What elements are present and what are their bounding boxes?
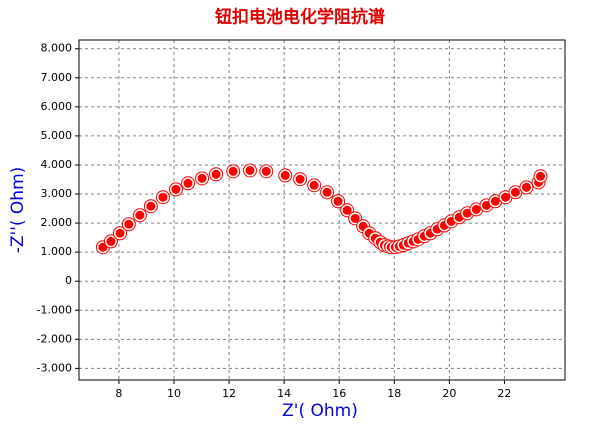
marker-ring [519,180,534,195]
y-tick-label: 3.000 [41,187,73,200]
marker [331,194,345,208]
marker-ring [533,169,548,184]
marker-ring [103,234,118,249]
marker-ring [348,211,363,226]
y-tick-label: 7.000 [41,71,73,84]
marker [195,171,209,185]
marker [122,217,136,231]
marker [226,164,240,178]
marker-ring [331,194,346,209]
marker-ring [340,203,355,218]
y-tick-label: 8.000 [41,42,73,55]
marker-ring [226,164,241,179]
marker-ring [168,182,183,197]
marker [508,185,522,199]
x-tick-label: 14 [277,387,291,400]
marker-ring [259,164,274,179]
x-tick-label: 20 [442,387,456,400]
marker-ring [143,199,158,214]
marker-ring [307,178,322,193]
marker [181,176,195,190]
x-tick-label: 18 [387,387,401,400]
marker [348,211,362,225]
marker [320,185,334,199]
y-tick-label: 1.000 [41,245,73,258]
y-tick-label: 2.000 [41,216,73,229]
x-tick-label: 8 [115,387,122,400]
marker-ring [278,168,293,183]
marker [209,167,223,181]
marker-ring [181,176,196,191]
marker [307,178,321,192]
marker [144,199,158,213]
marker-ring [121,217,136,232]
marker-ring [320,185,335,200]
marker [104,234,118,248]
marker [113,226,127,240]
marker-ring [155,190,170,205]
y-axis-label: -Z''( Ohm) [8,167,28,254]
marker [278,168,292,182]
y-tick-label: -1.000 [37,303,72,316]
marker [133,208,147,222]
x-axis-label: Z'( Ohm) [282,401,358,421]
marker [169,182,183,196]
marker [340,203,354,217]
y-tick-label: 0 [65,274,72,287]
marker-ring [209,167,224,182]
x-tick-label: 12 [222,387,236,400]
marker-ring [195,171,210,186]
marker-ring [113,226,128,241]
marker [243,163,257,177]
x-tick-label: 16 [332,387,346,400]
plot-border [78,39,566,381]
y-tick-label: 5.000 [41,129,73,142]
chart-title: 钮扣电池电化学阻抗谱 [215,7,385,28]
x-tick-label: 10 [167,387,181,400]
marker-ring [242,163,257,178]
marker [293,172,307,186]
marker [519,180,533,194]
marker [259,164,273,178]
marker-ring [293,172,308,187]
y-tick-label: -2.000 [37,332,72,345]
marker [533,169,547,183]
y-tick-label: 4.000 [41,158,73,171]
x-tick-label: 22 [497,387,511,400]
marker [156,190,170,204]
marker-ring [132,208,147,223]
y-tick-label: -3.000 [37,361,72,374]
y-tick-label: 6.000 [41,100,73,113]
